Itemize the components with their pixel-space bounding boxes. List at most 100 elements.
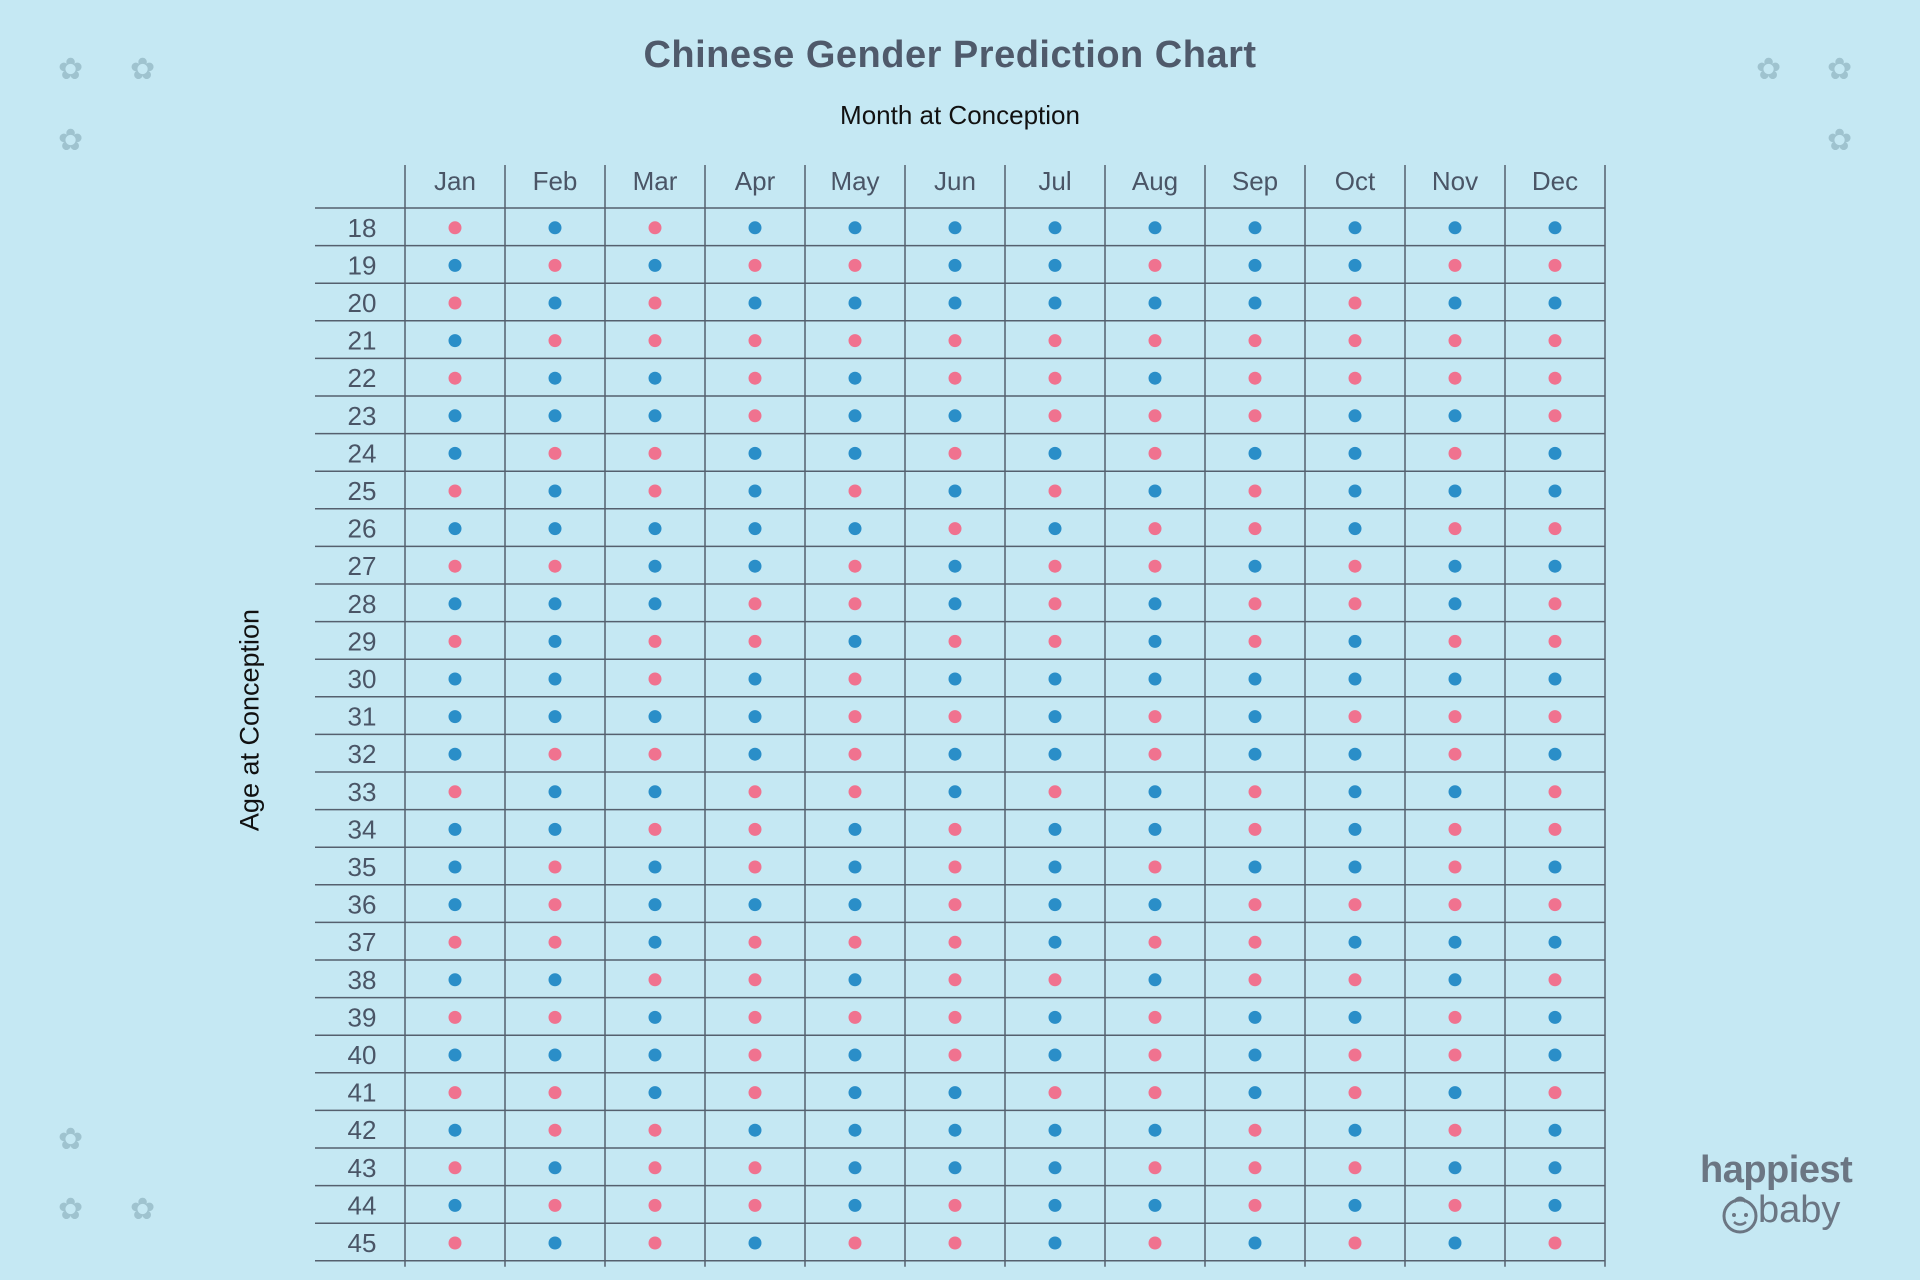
dot-pink	[1248, 822, 1262, 836]
dot-blue	[648, 898, 662, 912]
baby-face-icon	[1722, 1196, 1758, 1234]
dot-blue	[1048, 672, 1062, 686]
dot-blue	[648, 1086, 662, 1100]
dot-pink	[1448, 258, 1462, 272]
dot-blue	[1248, 1048, 1262, 1062]
dot-pink	[548, 1010, 562, 1024]
dot-pink	[1548, 822, 1562, 836]
dot-pink	[1148, 1086, 1162, 1100]
dot-blue	[748, 559, 762, 573]
row-label-45: 45	[348, 1228, 377, 1258]
dot-blue	[548, 371, 562, 385]
dot-blue	[948, 672, 962, 686]
dot-pink	[748, 785, 762, 799]
logo-wordmark-line1: happiest	[1700, 1149, 1853, 1191]
dot-blue	[948, 258, 962, 272]
dot-blue	[848, 1086, 862, 1100]
dot-pink	[648, 1236, 662, 1250]
flower-decoration-icon: ✿	[1827, 124, 1853, 157]
dot-pink	[648, 1198, 662, 1212]
dot-pink	[1248, 785, 1262, 799]
dot-blue	[448, 522, 462, 536]
dot-blue	[648, 710, 662, 724]
dot-pink	[1548, 710, 1562, 724]
dot-pink	[648, 634, 662, 648]
dot-blue	[648, 409, 662, 423]
x-axis-label: Month at Conception	[840, 100, 1080, 130]
dot-blue	[1448, 409, 1462, 423]
dot-blue	[948, 221, 962, 235]
dot-pink	[848, 559, 862, 573]
dot-pink	[1448, 1198, 1462, 1212]
dot-blue	[1048, 935, 1062, 949]
dot-pink	[448, 296, 462, 310]
dot-pink	[1448, 1123, 1462, 1137]
dot-blue	[848, 973, 862, 987]
dot-blue	[648, 1048, 662, 1062]
dot-blue	[1048, 296, 1062, 310]
row-label-24: 24	[348, 438, 377, 468]
flower-decoration-icon: ✿	[1756, 53, 1782, 86]
dot-blue	[1248, 296, 1262, 310]
column-header-sep: Sep	[1232, 166, 1278, 196]
dot-blue	[1048, 747, 1062, 761]
dot-pink	[1448, 446, 1462, 460]
dot-pink	[648, 296, 662, 310]
dot-blue	[1348, 860, 1362, 874]
dot-pink	[848, 1236, 862, 1250]
dot-blue	[748, 1236, 762, 1250]
dot-blue	[1048, 710, 1062, 724]
column-header-aug: Aug	[1132, 166, 1178, 196]
dot-blue	[1448, 935, 1462, 949]
dot-pink	[1548, 597, 1562, 611]
dot-pink	[448, 634, 462, 648]
row-label-30: 30	[348, 664, 377, 694]
dot-blue	[1348, 484, 1362, 498]
dot-blue	[1548, 935, 1562, 949]
dot-pink	[1348, 597, 1362, 611]
dot-pink	[948, 1236, 962, 1250]
dot-pink	[448, 371, 462, 385]
dot-pink	[948, 860, 962, 874]
dot-blue	[748, 446, 762, 460]
dot-pink	[748, 822, 762, 836]
dot-blue	[448, 409, 462, 423]
dot-blue	[1548, 1123, 1562, 1137]
row-label-26: 26	[348, 514, 377, 544]
dot-pink	[1248, 973, 1262, 987]
happiest-baby-logo: happiest baby	[1700, 1149, 1880, 1234]
dot-pink	[948, 371, 962, 385]
dot-pink	[1148, 710, 1162, 724]
dot-blue	[848, 371, 862, 385]
dot-pink	[1448, 898, 1462, 912]
dot-blue	[448, 1048, 462, 1062]
row-label-32: 32	[348, 739, 377, 769]
dot-blue	[548, 296, 562, 310]
dot-blue	[1348, 634, 1362, 648]
dot-blue	[1548, 1010, 1562, 1024]
dot-pink	[1148, 747, 1162, 761]
column-header-apr: Apr	[735, 166, 776, 196]
dot-pink	[748, 334, 762, 348]
dot-pink	[748, 258, 762, 272]
dot-pink	[748, 1010, 762, 1024]
dot-pink	[1148, 1048, 1162, 1062]
dot-blue	[1548, 1048, 1562, 1062]
dot-pink	[1048, 484, 1062, 498]
dot-pink	[1548, 785, 1562, 799]
dot-blue	[1148, 785, 1162, 799]
chart-title: Chinese Gender Prediction Chart	[643, 34, 1257, 76]
dot-pink	[1548, 973, 1562, 987]
dot-blue	[648, 1010, 662, 1024]
dot-blue	[1348, 1198, 1362, 1212]
row-label-34: 34	[348, 814, 377, 844]
dot-blue	[948, 296, 962, 310]
dot-blue	[948, 484, 962, 498]
column-header-jun: Jun	[934, 166, 976, 196]
dot-blue	[648, 559, 662, 573]
dot-blue	[848, 446, 862, 460]
dot-blue	[1048, 1123, 1062, 1137]
dot-blue	[1048, 258, 1062, 272]
dot-blue	[748, 296, 762, 310]
dot-blue	[548, 822, 562, 836]
